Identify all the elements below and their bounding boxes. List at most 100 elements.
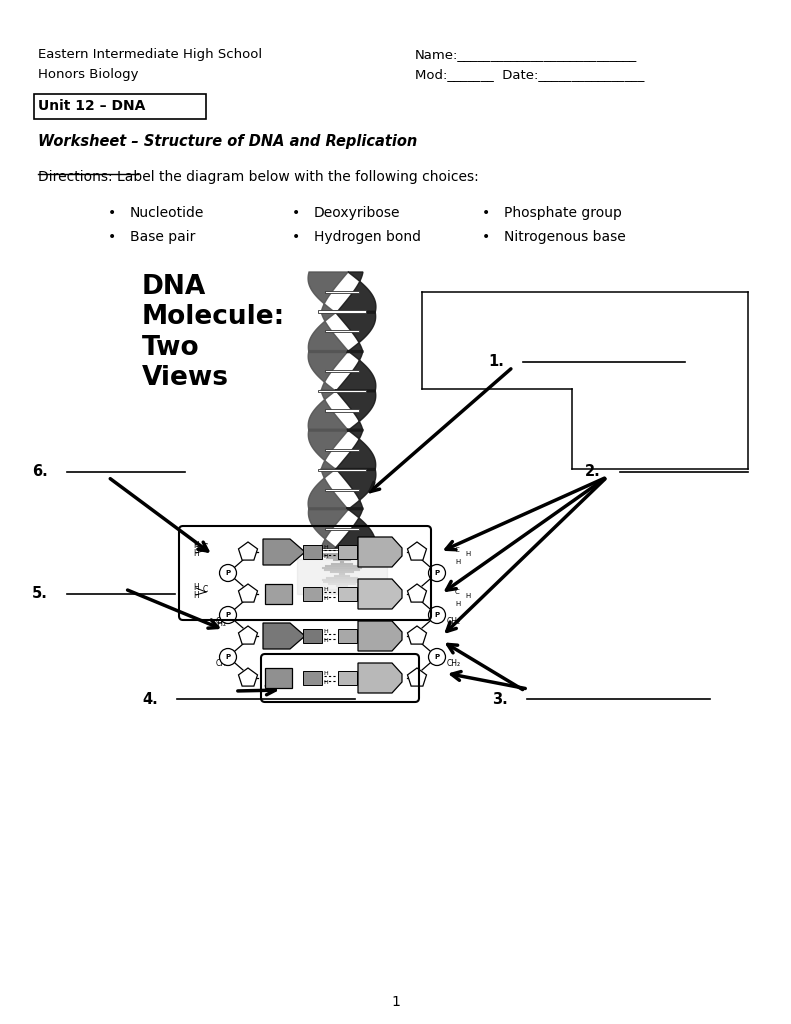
Polygon shape <box>308 390 349 431</box>
Text: C: C <box>203 586 208 595</box>
Polygon shape <box>336 272 376 313</box>
Text: C: C <box>455 589 460 595</box>
Text: 2.: 2. <box>585 465 600 479</box>
Polygon shape <box>338 587 357 601</box>
Polygon shape <box>407 542 426 560</box>
Polygon shape <box>308 311 350 352</box>
Polygon shape <box>335 429 376 470</box>
Polygon shape <box>338 545 357 559</box>
Bar <box>325 370 359 372</box>
Text: Eastern Intermediate High School: Eastern Intermediate High School <box>38 48 262 61</box>
Text: P: P <box>434 570 440 575</box>
Polygon shape <box>407 668 426 686</box>
Text: 1.: 1. <box>488 354 504 370</box>
Bar <box>325 410 359 412</box>
Circle shape <box>219 564 237 582</box>
Polygon shape <box>265 584 292 604</box>
Polygon shape <box>303 545 322 559</box>
Text: H: H <box>465 551 471 557</box>
Bar <box>325 488 359 490</box>
Text: H: H <box>324 671 328 676</box>
Bar <box>318 389 366 392</box>
Text: H: H <box>465 593 471 599</box>
Text: Worksheet – Structure of DNA and Replication: Worksheet – Structure of DNA and Replica… <box>38 134 417 150</box>
Text: H: H <box>193 584 199 593</box>
Text: Unit 12 – DNA: Unit 12 – DNA <box>38 99 146 113</box>
Bar <box>325 528 359 530</box>
Polygon shape <box>335 469 376 510</box>
Text: Mod:_______  Date:________________: Mod:_______ Date:________________ <box>415 68 645 81</box>
Text: H: H <box>324 680 328 685</box>
Text: •: • <box>482 206 490 220</box>
Text: H: H <box>193 592 199 600</box>
Text: H: H <box>324 587 328 592</box>
Text: •: • <box>108 206 116 220</box>
Text: H: H <box>324 554 328 559</box>
Text: 5.: 5. <box>32 587 48 601</box>
Text: H: H <box>324 638 328 643</box>
Bar <box>318 548 366 550</box>
Text: H: H <box>324 545 328 550</box>
Text: Name:___________________________: Name:___________________________ <box>415 48 638 61</box>
Text: C: C <box>455 547 460 553</box>
Polygon shape <box>263 623 305 649</box>
Bar <box>318 469 366 471</box>
Circle shape <box>219 606 237 624</box>
Text: Nitrogenous base: Nitrogenous base <box>504 230 626 244</box>
Text: •: • <box>292 230 301 244</box>
Bar <box>325 331 359 333</box>
Circle shape <box>429 648 445 666</box>
Polygon shape <box>308 508 350 549</box>
Bar <box>318 310 366 312</box>
Text: •: • <box>482 230 490 244</box>
Polygon shape <box>358 579 402 609</box>
Text: H: H <box>455 559 460 565</box>
Bar <box>34 94 206 119</box>
Text: H: H <box>324 596 328 601</box>
Bar <box>325 291 359 293</box>
Polygon shape <box>308 469 348 510</box>
Text: CH₂: CH₂ <box>213 620 227 629</box>
Text: H: H <box>455 601 460 607</box>
Text: CH₂: CH₂ <box>216 658 230 668</box>
Text: Deoxyribose: Deoxyribose <box>314 206 400 220</box>
Text: DNA
Molecule:
Two
Views: DNA Molecule: Two Views <box>142 274 286 391</box>
Polygon shape <box>358 537 402 567</box>
Polygon shape <box>265 668 292 688</box>
Text: Hydrogen bond: Hydrogen bond <box>314 230 421 244</box>
Text: P: P <box>225 612 230 618</box>
Polygon shape <box>239 668 258 686</box>
Polygon shape <box>358 663 402 693</box>
Polygon shape <box>358 621 402 651</box>
Circle shape <box>429 606 445 624</box>
Circle shape <box>429 564 445 582</box>
Text: Nucleotide: Nucleotide <box>130 206 204 220</box>
Text: 3.: 3. <box>492 691 508 707</box>
Polygon shape <box>338 629 357 643</box>
Text: H: H <box>193 542 199 551</box>
Text: Honors Biology: Honors Biology <box>38 68 138 81</box>
Text: P: P <box>225 570 230 575</box>
Polygon shape <box>338 671 357 685</box>
Polygon shape <box>239 626 258 644</box>
Text: P: P <box>434 612 440 618</box>
Text: Base pair: Base pair <box>130 230 195 244</box>
Polygon shape <box>308 272 348 313</box>
Text: 4.: 4. <box>142 691 157 707</box>
Polygon shape <box>303 671 322 685</box>
Text: H: H <box>193 550 199 558</box>
Bar <box>325 449 359 452</box>
Polygon shape <box>335 508 376 549</box>
Polygon shape <box>335 311 376 352</box>
Polygon shape <box>335 390 376 431</box>
Polygon shape <box>239 542 258 560</box>
Text: P: P <box>434 654 440 660</box>
Polygon shape <box>335 350 376 392</box>
Text: CH₂: CH₂ <box>447 658 461 668</box>
Polygon shape <box>308 350 349 392</box>
Polygon shape <box>303 629 322 643</box>
Circle shape <box>219 648 237 666</box>
Text: •: • <box>108 230 116 244</box>
Polygon shape <box>407 626 426 644</box>
Text: CH₂: CH₂ <box>447 616 461 626</box>
